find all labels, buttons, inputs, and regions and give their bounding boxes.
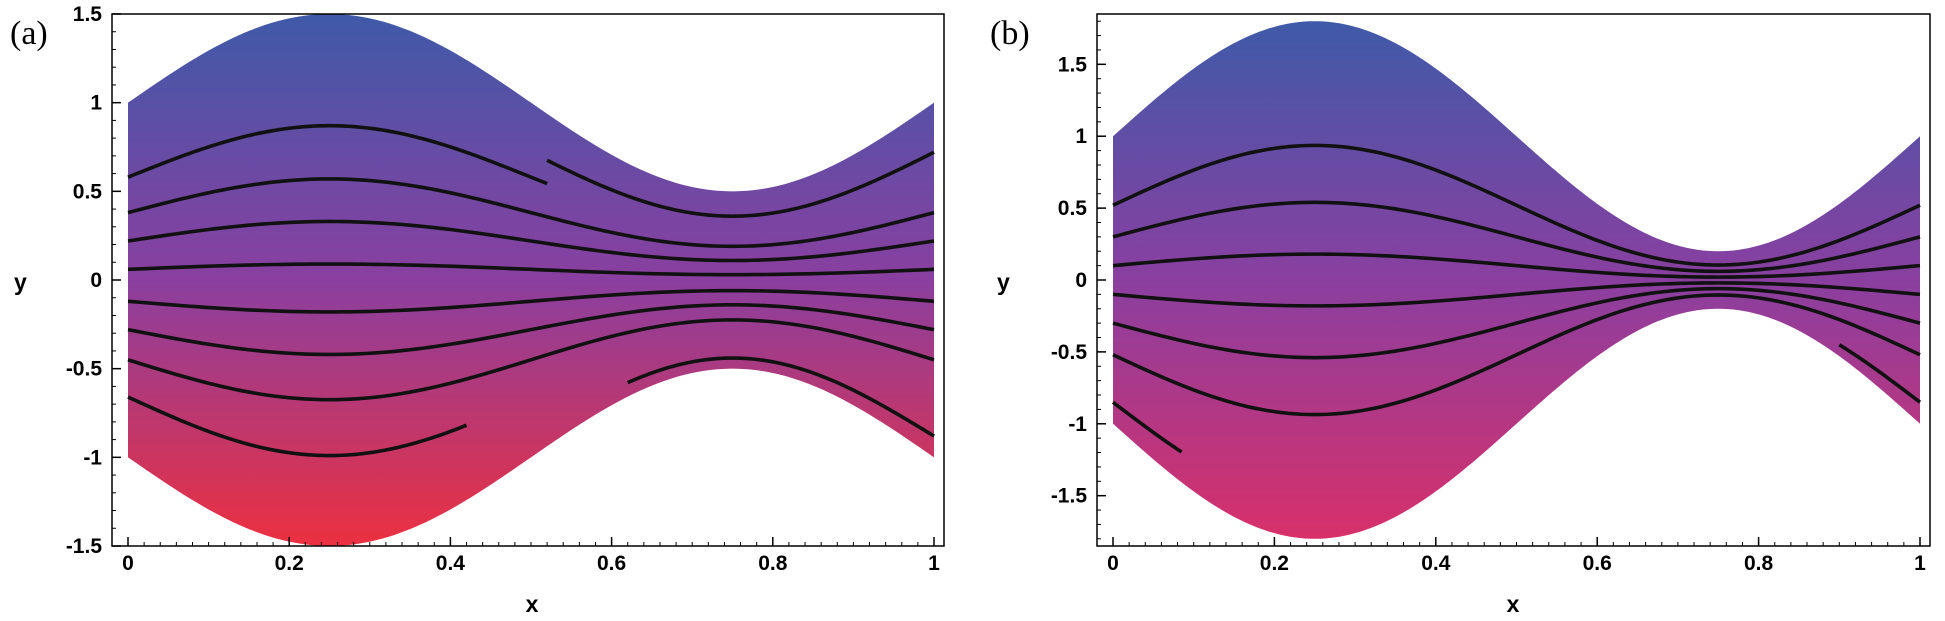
streamline-3: [1112, 252, 1921, 279]
streamline-6: [127, 288, 935, 314]
y-tick-label: -0.5: [1051, 341, 1088, 364]
streamline-7: [1111, 400, 1183, 454]
streamline-4: [1112, 281, 1921, 308]
x-tick-label: 0.4: [1421, 552, 1451, 575]
y-tick-label: 0: [90, 269, 102, 292]
x-axis-label-b: x: [1507, 591, 1520, 617]
plot-area-b: 0 0.2 0.4 0.6 0.8 1 -1.5 -1 -0.5 0 0.5 1 1.5: [1051, 13, 1931, 575]
y-tick-label: -1.5: [1051, 485, 1088, 508]
x-tick-label: 1: [1914, 552, 1926, 575]
x-tick-label: 0.8: [758, 552, 788, 575]
streamline-3: [127, 177, 935, 249]
streamline-4: [127, 219, 935, 263]
x-tick-label: 0: [1107, 552, 1119, 575]
panel-label-a: (a): [10, 15, 48, 52]
x-tick-label: 0.2: [1260, 552, 1289, 575]
streamline-1: [1112, 143, 1921, 267]
x-tick-label: 0.6: [1583, 552, 1612, 575]
streamline-8: [127, 318, 935, 402]
y-tick-label: -1: [1068, 413, 1087, 436]
x-tick-label: 0.2: [275, 552, 304, 575]
plot-area-a: 0 0.2 0.4 0.6 0.8 1 -1.5 -1 -0.5 0 0.5 1 1.5: [66, 3, 945, 575]
y-tick-label: 1.5: [73, 3, 103, 26]
y-tick-label: -0.5: [66, 358, 103, 381]
streamline-9: [127, 395, 468, 458]
channel-region: [1113, 21, 1920, 539]
y-tick-label: -1: [83, 446, 102, 469]
y-tick-label: 0.5: [73, 180, 103, 203]
streamline-6: [1112, 293, 1921, 417]
y-tick-label: 1.5: [1058, 53, 1088, 76]
streamline-1: [127, 123, 548, 186]
y-tick-label: 1: [1075, 125, 1087, 148]
streamline-10: [626, 356, 935, 438]
x-tick-label: 0.4: [436, 552, 466, 575]
streamline-2: [1112, 200, 1921, 274]
x-tick-label: 0: [122, 552, 134, 575]
y-axis-label-b: y: [997, 269, 1010, 295]
panel-label-b: (b): [990, 15, 1030, 52]
streamline-5: [127, 262, 935, 277]
y-tick-label: 0: [1075, 269, 1087, 292]
streamline-8: [1838, 343, 1922, 404]
y-tick-label: 1: [90, 92, 102, 115]
x-tick-label: 0.6: [597, 552, 626, 575]
x-tick-label: 1: [928, 552, 940, 575]
panel-b: (b) 0 0.2 0.4 0.6 0.8 1 -1.5 -1 -0.5 0 0.5 1 1.5 y x: [990, 13, 1931, 617]
streamline-5: [1112, 286, 1921, 360]
x-axis-label-a: x: [526, 591, 539, 617]
channel-region: [128, 14, 934, 546]
streamline-2: [546, 150, 935, 218]
x-tick-label: 0.8: [1744, 552, 1774, 575]
streamline-7: [127, 303, 935, 357]
y-axis-label-a: y: [14, 269, 27, 295]
y-tick-label: 0.5: [1058, 197, 1088, 220]
y-tick-label: -1.5: [66, 535, 103, 558]
panel-a: (a) 0 0.2 0.4 0.6 0.8 1 -1.5 -1 -0.5 0 0.5 1 1.5 y x: [10, 3, 945, 617]
